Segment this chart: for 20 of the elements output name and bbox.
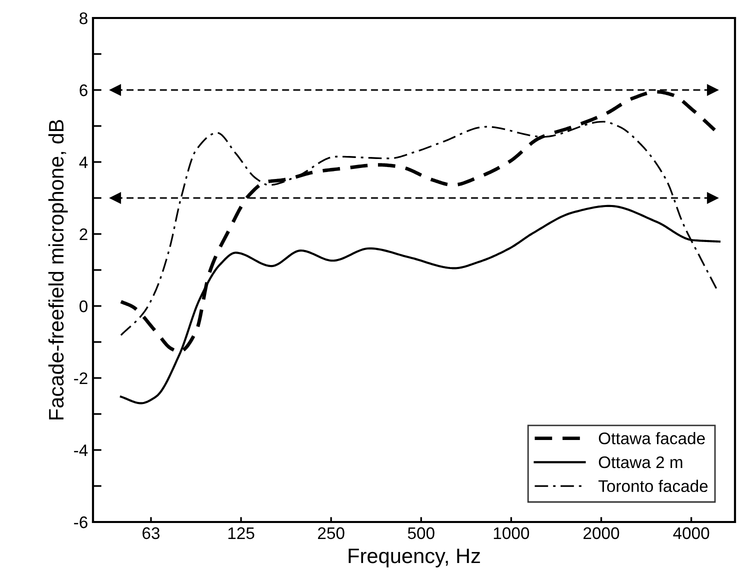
x-tick-label: 63 [142, 527, 160, 540]
y-tick-label: -4 [74, 444, 88, 456]
x-tick-label: 125 [228, 527, 254, 540]
x-tick-label: 500 [408, 527, 434, 540]
y-tick-label: 4 [79, 156, 88, 168]
y-tick-label: 8 [80, 12, 88, 24]
x-tick-label: 250 [318, 527, 344, 540]
legend-label: Toronto facade [598, 480, 708, 492]
y-tick-label: -2 [74, 372, 88, 384]
x-axis-title: Frequency, Hz [348, 548, 480, 568]
x-tick-label: 2000 [584, 527, 620, 540]
y-tick-label: 6 [80, 84, 88, 96]
y-tick-label: 2 [80, 228, 88, 240]
y-tick-label: 0 [80, 300, 88, 312]
x-tick-label: 1000 [494, 527, 530, 540]
legend-label: Ottawa 2 m [598, 456, 682, 468]
y-tick-label: -6 [74, 516, 88, 528]
x-tick-label: 4000 [673, 527, 710, 540]
y-axis-title: Facade-freefield microphone, dB [48, 120, 68, 420]
legend-label: Ottawa facade [598, 432, 705, 444]
